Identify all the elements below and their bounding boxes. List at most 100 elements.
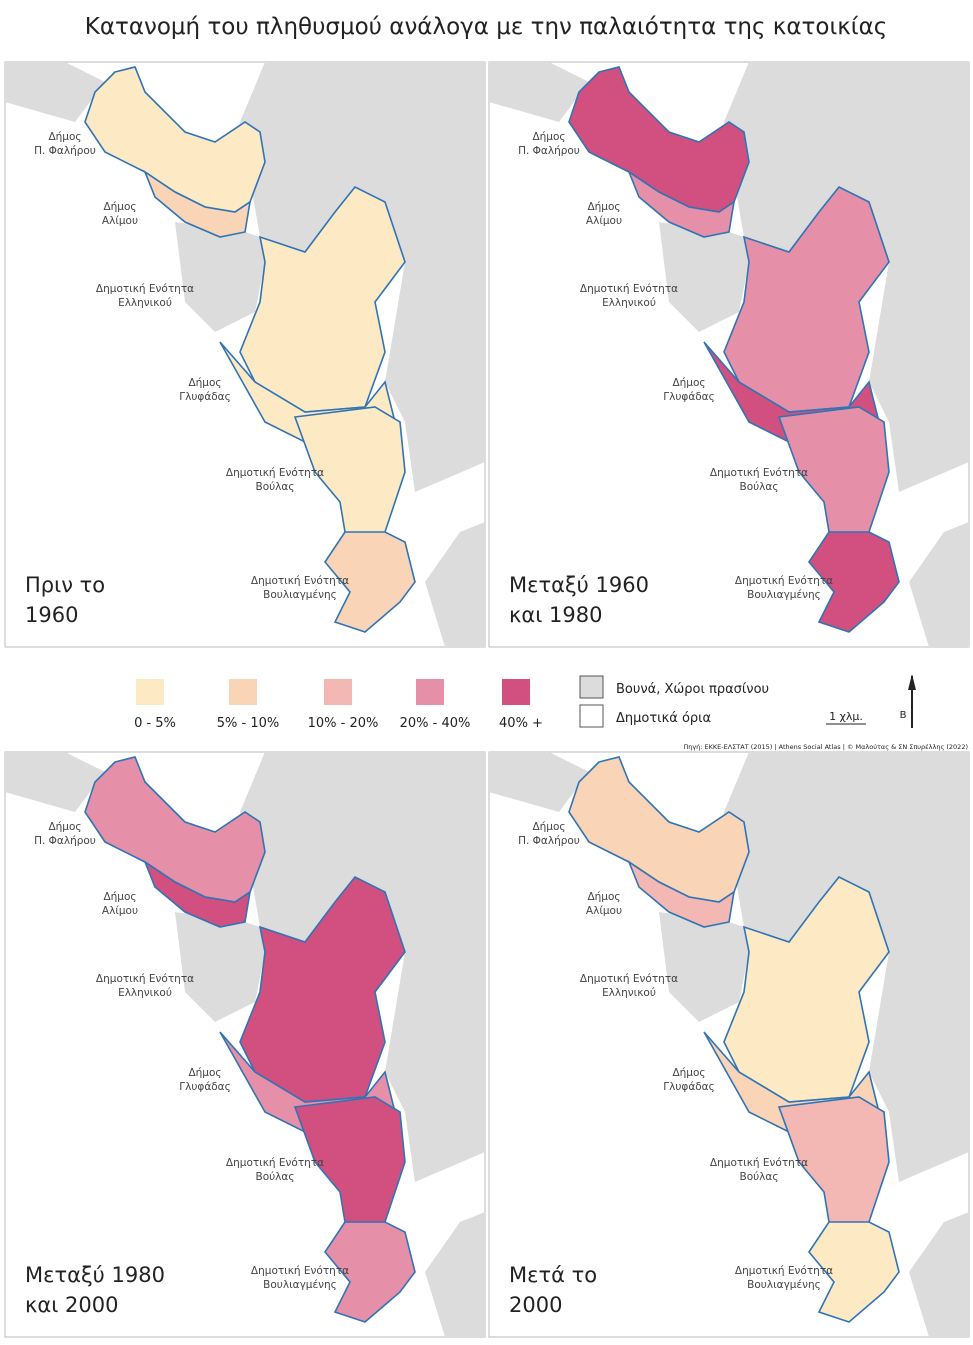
municipality-area (239, 875, 406, 1103)
municipality-label: Δημοτική Ενότητα (226, 1157, 324, 1169)
municipality-label: Βούλας (739, 1171, 778, 1183)
municipality-label: Βουλιαγμένης (263, 1279, 337, 1291)
land (175, 222, 265, 332)
municipality-label: Ελληνικού (118, 987, 172, 999)
municipality-area (627, 169, 736, 238)
panel-label: και 2000 (25, 1293, 118, 1317)
municipality-label: Δήμος (587, 201, 620, 213)
legend-swatch (229, 679, 257, 705)
legend-label: Βουνά, Χώροι πρασίνου (616, 682, 769, 697)
legend-swatch (416, 679, 444, 705)
legend-label: 20% - 40% (400, 716, 471, 731)
municipality-label: Δήμος (188, 377, 221, 389)
municipality-label: Δήμος (672, 377, 705, 389)
legend-swatch (502, 679, 530, 705)
municipality-label: Βούλας (255, 1171, 294, 1183)
legend-label: Δημοτικά όρια (616, 711, 711, 726)
municipality-label: Ελληνικού (602, 297, 656, 309)
map-panel: Δήμος Π. Φαλήρου Δήμος Αλίμου Δημοτική Ενότη… (4, 61, 486, 648)
panel-label: 1960 (25, 603, 78, 627)
municipality-label: Ελληνικού (118, 297, 172, 309)
land (5, 62, 485, 647)
scale-label: 1 χλμ. (829, 710, 863, 723)
municipality-label: Π. Φαλήρου (518, 145, 580, 157)
municipality-area (808, 1221, 900, 1323)
municipality-label: Αλίμου (102, 215, 138, 227)
panel-label: Μεταξύ 1960 (509, 573, 649, 597)
municipality-area (143, 859, 252, 928)
land (659, 912, 749, 1022)
municipality-label: Βουλιαγμένης (263, 589, 337, 601)
municipality-area (239, 185, 406, 413)
municipality-label: Αλίμου (102, 905, 138, 917)
legend-label: 5% - 10% (217, 716, 279, 731)
municipality-label: Δήμος (48, 131, 81, 143)
legend-label: 40% + (499, 716, 543, 731)
legend-swatch (579, 675, 604, 699)
north-arrow-head (908, 674, 916, 690)
panel-label: Μεταξύ 1980 (25, 1263, 165, 1287)
municipality-area (324, 531, 416, 633)
north-label: Β (900, 710, 907, 721)
municipality-label: Αλίμου (586, 905, 622, 917)
land (5, 752, 485, 1337)
municipality-area (723, 185, 890, 413)
municipality-label: Δήμος (532, 821, 565, 833)
municipality-area (627, 859, 736, 928)
municipality-label: Δημοτική Ενότητα (226, 467, 324, 479)
municipality-label: Δημοτική Ενότητα (96, 283, 194, 295)
map-panel: Δήμος Π. Φαλήρου Δήμος Αλίμου Δημοτική Ενότη… (488, 61, 970, 648)
municipality-label: Π. Φαλήρου (518, 835, 580, 847)
source: Πηγή: ΕΚΚΕ-ΕΛΣΤΑΤ (2015) | Athens Social… (683, 743, 968, 751)
land (489, 752, 589, 812)
legend-swatch (324, 679, 352, 705)
municipality-label: Βουλιαγμένης (747, 1279, 821, 1291)
municipality-area (324, 1221, 416, 1323)
municipality-label: Δημοτική Ενότητα (251, 575, 349, 587)
municipality-label: Δημοτική Ενότητα (251, 1265, 349, 1277)
legend-label: 10% - 20% (308, 716, 379, 731)
panel-label: Πριν το (25, 573, 105, 597)
municipality-label: Δήμος (103, 201, 136, 213)
land (659, 222, 749, 332)
municipality-label: Δήμος (587, 891, 620, 903)
land (489, 752, 969, 1337)
municipality-label: Γλυφάδας (179, 1081, 231, 1093)
land (175, 912, 265, 1022)
municipality-label: Γλυφάδας (663, 1081, 715, 1093)
municipality-label: Δήμος (188, 1067, 221, 1079)
municipality-label: Δημοτική Ενότητα (735, 575, 833, 587)
municipality-label: Δήμος (103, 891, 136, 903)
land (489, 62, 969, 647)
municipality-label: Γλυφάδας (663, 391, 715, 403)
municipality-label: Δημοτική Ενότητα (96, 973, 194, 985)
legend-swatch (579, 704, 604, 728)
title: Κατανομή του πληθυσμού ανάλογα με την πα… (85, 14, 887, 40)
land (489, 62, 589, 122)
land (5, 62, 105, 122)
legend-swatch (136, 679, 164, 705)
municipality-label: Βούλας (255, 481, 294, 493)
land (5, 752, 105, 812)
municipality-label: Δημοτική Ενότητα (735, 1265, 833, 1277)
municipality-label: Δημοτική Ενότητα (580, 973, 678, 985)
municipality-label: Βουλιαγμένης (747, 589, 821, 601)
municipality-label: Π. Φαλήρου (34, 835, 96, 847)
map-panel: Δήμος Π. Φαλήρου Δήμος Αλίμου Δημοτική Ενότη… (488, 751, 970, 1338)
municipality-area (143, 169, 252, 238)
municipality-label: Αλίμου (586, 215, 622, 227)
municipality-label: Ελληνικού (602, 987, 656, 999)
municipality-label: Π. Φαλήρου (34, 145, 96, 157)
map-panel: Δήμος Π. Φαλήρου Δήμος Αλίμου Δημοτική Ενότη… (4, 751, 486, 1338)
panel-label: και 1980 (509, 603, 602, 627)
municipality-label: Δημοτική Ενότητα (580, 283, 678, 295)
panel-label: 2000 (509, 1293, 562, 1317)
legend-label: 0 - 5% (134, 716, 176, 731)
municipality-label: Γλυφάδας (179, 391, 231, 403)
municipality-area (723, 875, 890, 1103)
municipality-area (808, 531, 900, 633)
municipality-label: Βούλας (739, 481, 778, 493)
municipality-label: Δήμος (672, 1067, 705, 1079)
municipality-label: Δήμος (48, 821, 81, 833)
